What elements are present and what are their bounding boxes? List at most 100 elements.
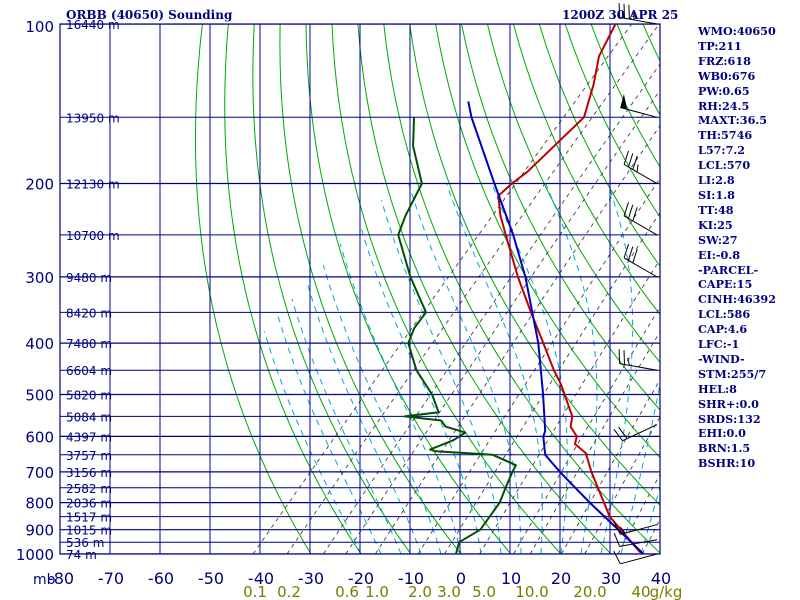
index-item: TH:5746 [698, 128, 753, 143]
mixing-ratio-label: 2.0 [408, 583, 432, 600]
index-item: SW:27 [698, 232, 738, 247]
wind-barb-feather [632, 207, 638, 222]
temperature-tick-label: -60 [148, 569, 174, 588]
pressure-tick-label: 900 [25, 522, 54, 540]
wind-barb-feather [618, 349, 621, 364]
temperature-tick-label: -10 [398, 569, 424, 588]
wind-barb-feather [613, 521, 621, 535]
pressure-tick-label: 300 [25, 269, 54, 287]
wind-barb-staff [619, 16, 658, 25]
temperature-tick-label: -30 [298, 569, 324, 588]
pressure-tick-label: 1000 [16, 546, 54, 564]
moist-adiabat-line [446, 183, 543, 554]
height-label: 536 m [66, 536, 104, 550]
wind-barb-feather [613, 550, 621, 565]
wind-barb-feather [623, 3, 625, 19]
wind-barb-staff [619, 539, 658, 547]
wind-barb [623, 150, 658, 184]
wind-barb [623, 202, 658, 236]
index-item: CINH:46392 [698, 292, 776, 307]
height-label: 16440 m [66, 18, 120, 32]
mixing-ratio-label: 0.2 [277, 583, 301, 600]
wind-barb [613, 424, 658, 442]
mixing-ratio-unit-label: g/kg [650, 583, 683, 600]
index-item: -PARCEL- [698, 262, 759, 277]
moist-adiabat-line [263, 331, 362, 554]
index-item: WB0:676 [698, 68, 756, 83]
dry-adiabat-line [357, 24, 612, 554]
height-label: 3757 m [66, 449, 112, 463]
dry-adiabat-line [409, 24, 660, 506]
moist-adiabat-line [380, 200, 502, 554]
index-item: SRDS:132 [698, 411, 761, 426]
wind-barb-feather [618, 426, 628, 439]
mixing-ratio-label: 3.0 [437, 583, 461, 600]
index-item: BSHR:10 [698, 456, 756, 471]
index-item: EI:-0.8 [698, 247, 740, 262]
wind-barb-feather [627, 357, 630, 366]
index-item: LCL:586 [698, 307, 751, 322]
index-item: RH:24.5 [698, 98, 750, 113]
wind-barb [618, 349, 658, 371]
index-item: -WIND- [698, 351, 745, 366]
temperature-tick-label: -70 [98, 569, 124, 588]
pressure-tick-label: 700 [25, 464, 54, 482]
wind-barb-feather [628, 4, 630, 20]
mixing-ratio-label: 0.6 [335, 583, 359, 600]
dry-adiabat-line [383, 24, 660, 554]
height-label: 10700 m [66, 229, 120, 243]
dry-adiabat-line [461, 24, 660, 411]
wind-barb-staff [620, 553, 658, 565]
temperature-tick-label: 0 [456, 569, 466, 588]
dry-adiabat-line [305, 24, 512, 554]
wind-barb [620, 94, 658, 118]
dry-adiabat-line [538, 24, 660, 268]
height-label: 9480 m [66, 271, 112, 285]
wind-barb-feather [623, 202, 629, 217]
height-label: 2036 m [66, 497, 112, 511]
wind-barb-feather [627, 153, 634, 168]
pressure-tick-label: 800 [25, 495, 54, 513]
moist-adiabat-line [620, 381, 660, 554]
wind-barb-feather [618, 3, 621, 18]
moist-adiabat-line [545, 183, 598, 554]
wind-barb [613, 550, 658, 565]
moist-adiabats [263, 183, 660, 554]
pressure-tick-label: 500 [25, 386, 54, 404]
index-item: L57:7.2 [698, 143, 746, 158]
wind-barb [613, 532, 658, 547]
stability-indices-panel: WMO:40650 TP:211 FRZ:618 WB0:676 PW:0.65 RH:2… [698, 24, 776, 471]
pressure-tick-label: 100 [25, 18, 54, 36]
dewpoint-profile-line [397, 117, 517, 554]
wind-barb-pennant [620, 94, 628, 110]
index-item: CAP:4.6 [698, 322, 748, 337]
wind-barb [613, 521, 658, 535]
sounding-datetime: 1200Z 30 APR 25 [562, 8, 679, 22]
parcel-profile-line [467, 101, 645, 554]
temperature-tick-label: 40 [651, 569, 671, 588]
wind-barb-staff [623, 215, 658, 236]
wind-barb-feather [623, 150, 629, 165]
wind-barb-staff [619, 363, 658, 371]
index-item: LFC:-1 [698, 337, 740, 352]
temperature-tick-label: 20 [551, 569, 571, 588]
wind-barb-feather [627, 246, 634, 261]
index-item: LCL:570 [698, 158, 751, 173]
temperature-tick-label: 30 [601, 569, 621, 588]
index-item: TP:211 [698, 38, 742, 53]
index-item: WMO:40650 [698, 24, 776, 38]
index-item: SI:1.8 [698, 187, 735, 202]
height-label: 6604 m [66, 364, 112, 378]
height-label: 5084 m [66, 410, 112, 424]
wind-barb-staff [623, 257, 658, 278]
index-item: KI:25 [698, 217, 733, 232]
dry-adiabat-line [224, 24, 362, 554]
index-item: FRZ:618 [698, 53, 751, 68]
wind-barbs [613, 3, 658, 565]
dry-adiabat-line [773, 24, 800, 565]
wind-barb-staff [622, 424, 658, 442]
wind-barb-feather [632, 12, 635, 21]
temperature-profile-line [497, 24, 645, 554]
station-title: ORBB (40650) Sounding [66, 8, 233, 22]
height-label: 1015 m [66, 524, 112, 538]
